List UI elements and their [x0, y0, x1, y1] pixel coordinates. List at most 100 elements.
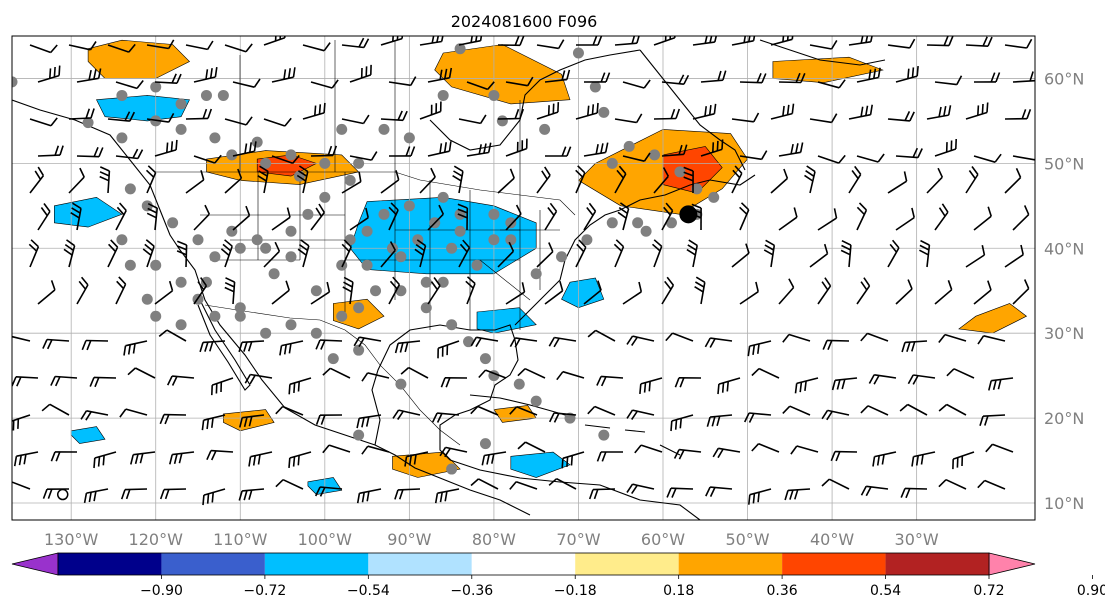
wind-barb	[159, 488, 187, 500]
station-marker	[479, 438, 491, 450]
wind-barb	[310, 281, 331, 305]
station-marker	[268, 268, 280, 280]
wind-barb	[748, 488, 772, 505]
wind-barb	[458, 239, 471, 268]
wind-barb	[686, 239, 698, 268]
wind-barb	[263, 117, 292, 127]
wind-barb	[653, 108, 681, 120]
wind-barb	[872, 451, 897, 467]
wind-barb	[517, 441, 546, 453]
wind-barb	[68, 167, 85, 194]
station-marker	[124, 183, 136, 195]
wind-barb	[361, 445, 390, 455]
wind-barb	[613, 239, 625, 268]
station-marker	[175, 98, 187, 110]
wind-barb	[404, 451, 429, 467]
shaded-region-1	[96, 95, 190, 122]
station-marker	[260, 157, 272, 169]
wind-barb	[12, 481, 31, 490]
wind-barb	[614, 36, 640, 46]
wind-barb	[934, 75, 963, 86]
wind-barb	[380, 110, 408, 122]
wind-barb	[536, 166, 551, 194]
shaded-region-13	[332, 298, 385, 330]
wind-barb	[13, 451, 39, 467]
wind-barb	[731, 165, 743, 194]
wind-barb	[142, 239, 155, 268]
wind-barb	[809, 113, 838, 124]
wind-barb	[887, 38, 916, 49]
colorbar-tick-label-0: −0.90	[140, 583, 183, 599]
wind-barb	[394, 340, 421, 354]
wind-barb	[938, 333, 967, 343]
station-marker	[581, 234, 593, 246]
station-marker	[175, 123, 187, 135]
station-marker	[175, 319, 187, 331]
wind-barb	[743, 412, 772, 423]
wind-barb	[973, 72, 1001, 83]
station-marker	[336, 123, 348, 135]
colorbar-segment	[885, 553, 989, 575]
wind-barb	[176, 240, 188, 268]
station-marker	[403, 200, 415, 212]
wind-barb	[1004, 109, 1032, 120]
wind-barb	[341, 171, 362, 194]
wind-barb	[731, 112, 760, 123]
station-marker	[327, 353, 339, 365]
wind-barb	[778, 142, 804, 157]
wind-barb	[224, 43, 253, 53]
wind-barb	[466, 142, 492, 157]
wind-barb	[263, 241, 281, 268]
station-marker	[488, 234, 500, 246]
wind-barb	[68, 108, 95, 120]
wind-barb	[988, 377, 1014, 391]
wind-barb	[1004, 167, 1022, 194]
wind-barb	[705, 486, 733, 497]
wind-barb	[232, 205, 251, 231]
wind-barb	[817, 277, 832, 305]
station-marker	[539, 123, 551, 135]
station-marker	[395, 378, 407, 390]
wind-barb	[452, 165, 464, 194]
wind-barb	[119, 408, 148, 418]
colorbar-tick-label-3: −0.36	[450, 583, 493, 599]
wind-barb	[123, 340, 148, 356]
wind-barb	[934, 280, 953, 305]
station-marker	[200, 276, 212, 288]
wind-barb	[115, 202, 127, 231]
station-marker	[395, 285, 407, 297]
wind-barb	[977, 479, 1006, 490]
wind-barb	[751, 367, 780, 379]
wind-barb	[840, 239, 852, 268]
lon-tick-label-8: 50°W	[725, 530, 769, 549]
wind-barb	[419, 101, 442, 120]
wind-barb	[517, 367, 546, 379]
wind-barb	[220, 239, 233, 268]
wind-barb	[158, 329, 187, 342]
wind-barb	[297, 239, 310, 268]
wind-barb	[349, 64, 372, 83]
station-marker	[336, 310, 348, 322]
wind-barb	[739, 72, 767, 84]
wind-barb	[901, 340, 928, 353]
wind-barb	[37, 145, 64, 157]
station-marker	[530, 268, 542, 280]
wind-barb	[93, 451, 117, 469]
wind-barb	[42, 338, 70, 350]
wind-barb	[505, 138, 528, 157]
wind-barb	[926, 36, 954, 47]
colorbar-segment	[161, 553, 265, 575]
wind-barb	[37, 65, 61, 83]
station-marker	[640, 225, 652, 237]
wind-barb	[394, 488, 421, 500]
wind-barb	[973, 280, 992, 305]
station-marker	[370, 285, 382, 297]
wind-barb	[37, 280, 56, 305]
colorbar-segment	[471, 553, 576, 575]
wind-barb	[731, 36, 756, 46]
wind-barb	[193, 154, 222, 164]
lat-tick-label-3: 40°N	[1044, 239, 1084, 258]
wind-barb	[856, 67, 881, 83]
wind-barb	[271, 67, 296, 83]
wind-barb	[692, 103, 717, 120]
